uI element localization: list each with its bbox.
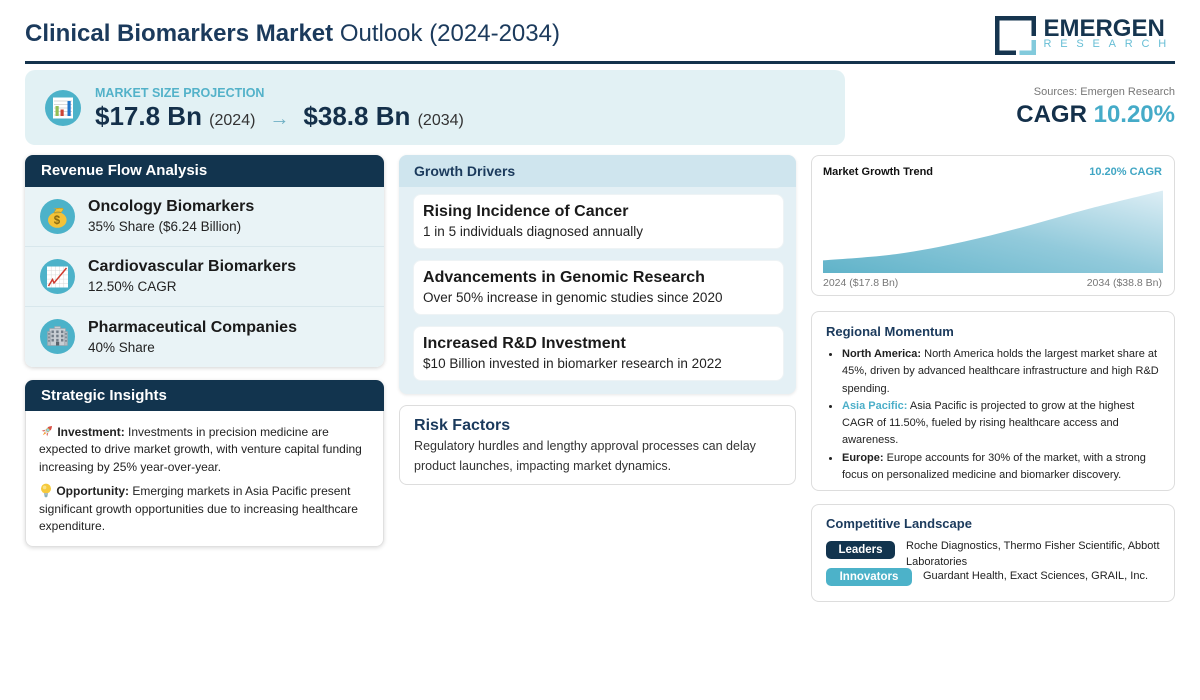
svg-text:$: $ — [54, 215, 61, 227]
